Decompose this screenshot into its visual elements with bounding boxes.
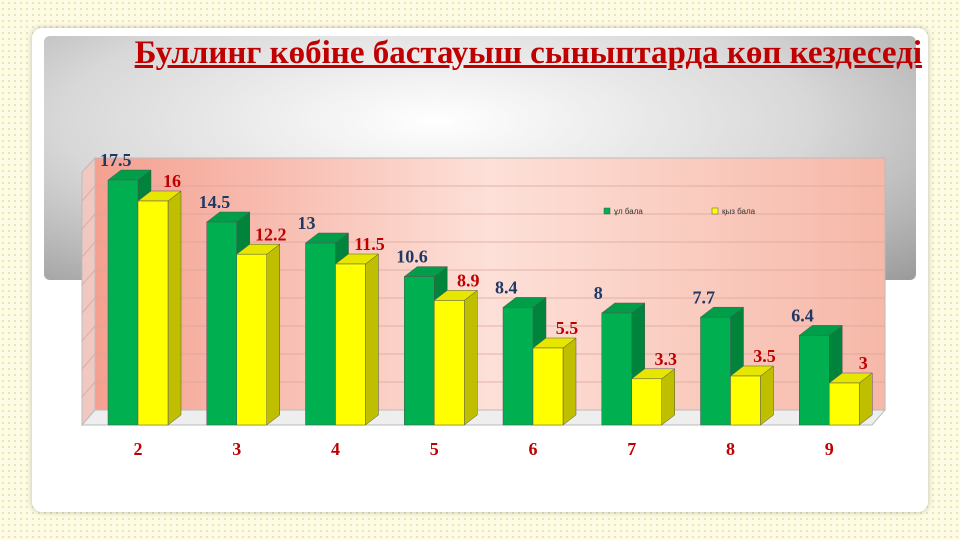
value-label: 5.5	[556, 318, 579, 338]
x-tick-label: 7	[627, 439, 636, 459]
bar	[799, 335, 830, 426]
value-label: 7.7	[693, 287, 716, 307]
legend-label: қыз бала	[722, 207, 756, 216]
value-label: 16	[163, 171, 181, 191]
bar	[700, 316, 731, 426]
legend-swatch	[711, 207, 719, 215]
bar	[631, 378, 662, 426]
bar-side	[562, 337, 577, 426]
bar	[107, 179, 139, 426]
bar-side	[760, 365, 774, 426]
x-tick-label: 2	[134, 439, 143, 459]
x-tick-label: 3	[232, 439, 241, 459]
value-label: 13	[298, 213, 316, 233]
value-label: 3.5	[753, 346, 776, 366]
bar	[532, 347, 564, 426]
x-tick-label: 6	[529, 439, 538, 459]
value-label: 14.5	[199, 192, 231, 212]
bar	[206, 221, 237, 426]
side-wall	[81, 156, 96, 427]
x-tick-label: 8	[726, 439, 735, 459]
bar	[601, 312, 632, 426]
chart-title: Буллинг көбіне бастауыш сыныптарда көп к…	[134, 35, 922, 71]
bar	[236, 253, 267, 426]
bar	[404, 276, 435, 426]
value-label: 8	[594, 283, 603, 303]
value-label: 6.4	[791, 306, 814, 326]
value-label: 17.5	[100, 150, 132, 170]
legend-swatch	[603, 207, 611, 215]
bar-side	[167, 190, 182, 426]
bar	[335, 263, 366, 426]
value-label: 12.2	[255, 224, 287, 244]
value-label: 3.3	[655, 349, 678, 369]
value-label: 8.4	[495, 278, 518, 298]
bar-side	[365, 253, 379, 426]
bar	[434, 300, 465, 426]
legend-label: ұл бала	[614, 207, 643, 216]
bar	[137, 200, 169, 426]
bar	[829, 382, 860, 426]
value-label: 11.5	[354, 234, 385, 254]
bar-side	[464, 289, 478, 426]
value-label: 10.6	[396, 247, 428, 267]
bar	[502, 307, 534, 426]
x-tick-label: 9	[825, 439, 834, 459]
bar-side	[266, 243, 280, 426]
value-label: 8.9	[457, 271, 480, 291]
bar	[305, 242, 336, 426]
x-tick-label: 4	[331, 439, 340, 459]
x-tick-label: 5	[430, 439, 439, 459]
value-label: 3	[859, 353, 868, 373]
bar	[730, 375, 761, 426]
